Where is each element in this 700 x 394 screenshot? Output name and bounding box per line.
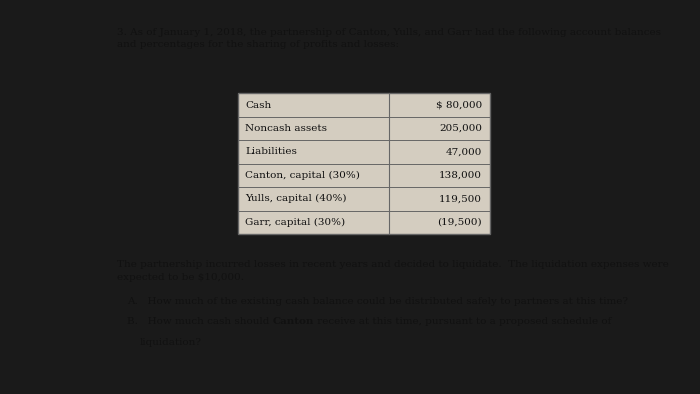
Text: 138,000: 138,000 [439, 171, 482, 180]
Text: 47,000: 47,000 [446, 147, 482, 156]
Bar [237, 93, 489, 234]
Text: Canton, capital (30%): Canton, capital (30%) [245, 171, 360, 180]
Text: Canton: Canton [272, 318, 314, 326]
Text: expected to be $10,000.: expected to be $10,000. [117, 273, 244, 282]
Text: The partnership incurred losses in recent years and decided to liquidate.  The l: The partnership incurred losses in recen… [117, 260, 668, 269]
Text: and percentages for the sharing of profits and losses:: and percentages for the sharing of profi… [117, 40, 398, 48]
Text: 3. As of January 1, 2018, the partnership of Canton, Yulls, and Garr had the fol: 3. As of January 1, 2018, the partnershi… [117, 28, 661, 37]
Text: A.   How much of the existing cash balance could be distributed safely to partne: A. How much of the existing cash balance… [127, 297, 628, 306]
Text: (19,500): (19,500) [438, 218, 482, 227]
Text: 119,500: 119,500 [439, 194, 482, 203]
Text: B.   How much cash should: B. How much cash should [127, 318, 272, 326]
Text: Cash: Cash [245, 100, 272, 110]
Text: Liabilities: Liabilities [245, 147, 297, 156]
Text: Noncash assets: Noncash assets [245, 124, 327, 133]
Bar [237, 93, 489, 234]
Text: Garr, capital (30%): Garr, capital (30%) [245, 218, 345, 227]
Text: receive at this time, pursuant to a proposed schedule of: receive at this time, pursuant to a prop… [314, 318, 611, 326]
Text: Yulls, capital (40%): Yulls, capital (40%) [245, 194, 346, 203]
Text: 205,000: 205,000 [439, 124, 482, 133]
Text: liquidation?: liquidation? [139, 338, 202, 347]
Text: $ 80,000: $ 80,000 [436, 100, 482, 110]
